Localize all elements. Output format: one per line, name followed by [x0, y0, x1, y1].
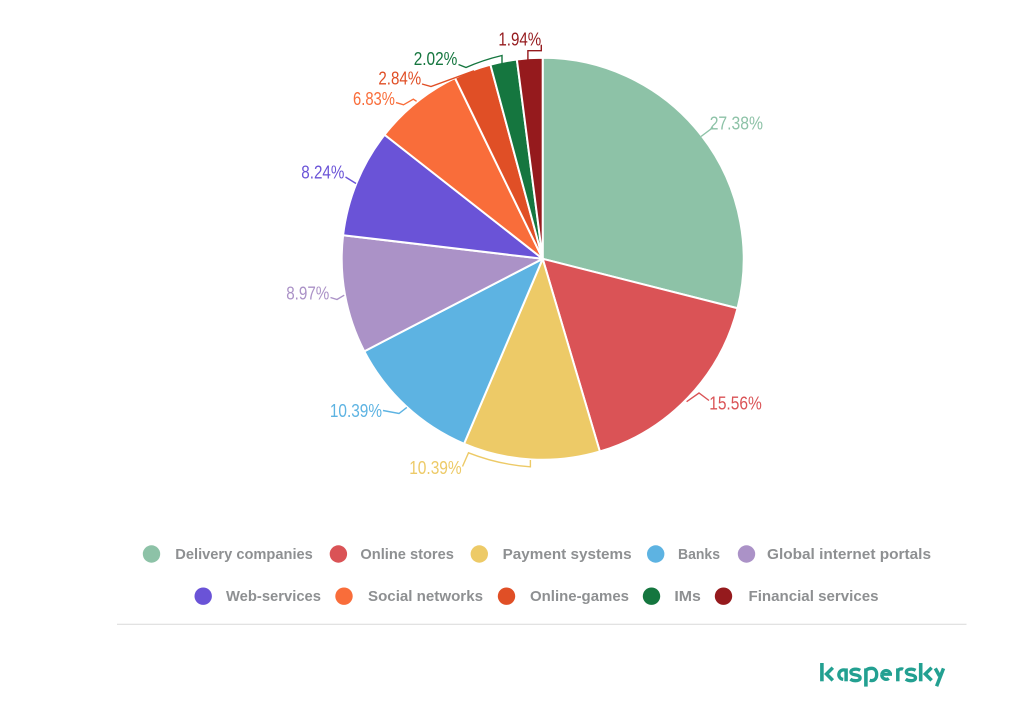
svg-text:10.39%: 10.39% — [409, 458, 462, 478]
svg-text:Financial services: Financial services — [749, 588, 879, 605]
svg-text:IMs: IMs — [674, 588, 701, 605]
svg-text:15.56%: 15.56% — [709, 394, 762, 414]
svg-text:10.39%: 10.39% — [330, 401, 382, 421]
svg-text:8.24%: 8.24% — [301, 163, 344, 183]
svg-text:Online-games: Online-games — [530, 588, 629, 605]
svg-text:27.38%: 27.38% — [710, 114, 763, 134]
svg-text:Web-services: Web-services — [226, 588, 321, 605]
svg-text:Social networks: Social networks — [368, 588, 483, 605]
svg-text:2.02%: 2.02% — [414, 49, 458, 69]
svg-text:1.94%: 1.94% — [498, 30, 541, 50]
svg-text:8.97%: 8.97% — [286, 284, 329, 304]
svg-text:Payment systems: Payment systems — [503, 546, 632, 563]
svg-text:6.83%: 6.83% — [353, 89, 395, 109]
svg-text:Delivery companies: Delivery companies — [175, 546, 312, 563]
svg-text:Banks: Banks — [678, 546, 720, 563]
svg-text:2.84%: 2.84% — [378, 69, 421, 89]
svg-text:Global internet portals: Global internet portals — [767, 546, 931, 563]
svg-text:Online stores: Online stores — [360, 546, 454, 563]
